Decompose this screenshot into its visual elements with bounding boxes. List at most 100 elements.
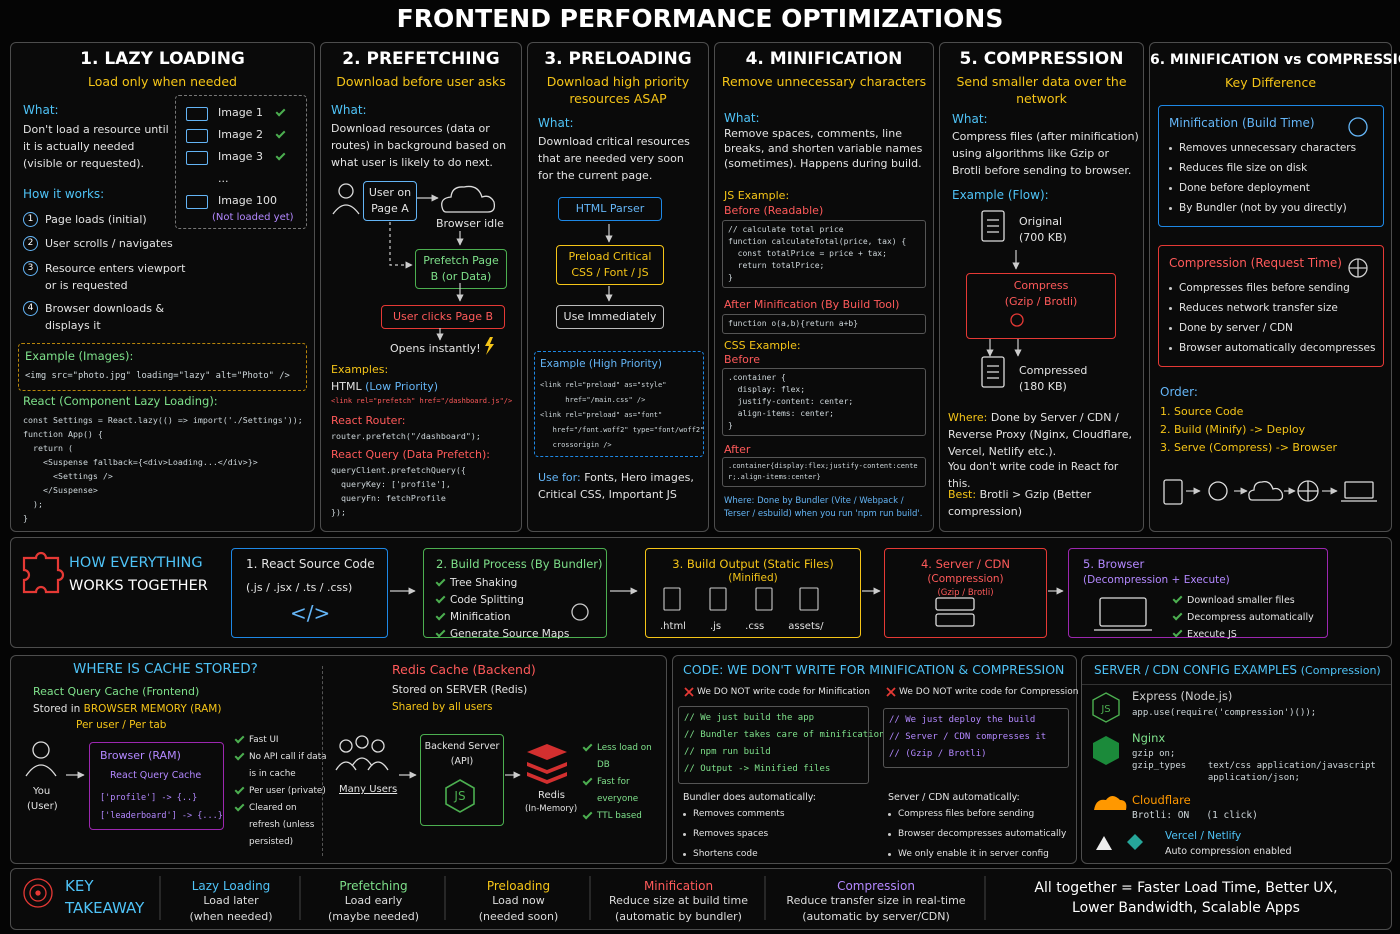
cyan-text: TAKEAWAY xyxy=(65,899,145,917)
green-text: Example (Images): xyxy=(25,349,134,363)
ti: Minification Reduce size at build time (au… xyxy=(591,879,766,925)
num-text: 2 xyxy=(23,236,38,251)
cache-key-text: ['profile'] -> {..} xyxy=(100,793,198,803)
list-item-text: Compress files before sending xyxy=(886,804,1066,824)
lbl-text: What: xyxy=(331,103,367,117)
check-item-text: TTL based xyxy=(581,808,661,825)
green-text: React Query Cache (Frontend) xyxy=(33,685,200,698)
order-item-text: 1. Source Code xyxy=(1160,405,1244,418)
text: (Compression) xyxy=(1300,664,1381,677)
code-line-text: <Suspense fallback={<div>Loading...</div… xyxy=(23,457,258,467)
code-line-text: ); xyxy=(23,499,43,509)
code-line-text: href="/main.css" /> xyxy=(540,396,646,404)
code-line-text: const Settings = React.lazy(() => import… xyxy=(23,415,303,425)
code-line-text: // Output -> Minified files xyxy=(684,764,831,774)
minification-box: Minification (Build Time) Removes unnece… xyxy=(1158,105,1384,227)
sub-text: Download before user asks xyxy=(336,74,506,89)
text: 1. LAZY LOADING xyxy=(80,49,245,69)
list: Fast UI No API call if data is in cache Pe… xyxy=(233,732,328,851)
list: .html .js .css assets/ xyxy=(660,621,847,632)
list: ['profile'] -> {..} ['leaderboard'] -> {.… xyxy=(100,789,223,825)
red-text: Before xyxy=(724,353,760,366)
yel-text: 3. Build Output (Static Files) xyxy=(672,557,834,571)
step: 1 Page loads (initial) xyxy=(23,211,195,228)
image-item-text: Image 3 xyxy=(184,146,277,168)
check-item-text: Tree Shaking xyxy=(434,575,569,592)
frame-text: User on Page A xyxy=(363,181,417,221)
text: Load now xyxy=(492,894,545,907)
text: 4. MINIFICATION xyxy=(745,49,903,69)
list: const Settings = React.lazy(() => import… xyxy=(23,413,303,525)
list-item-text: Removes comments xyxy=(681,804,806,824)
pur-text: 5. Browser xyxy=(1083,557,1145,571)
ti: Lazy Loading Load later (when needed) xyxy=(161,879,301,925)
text: You xyxy=(33,786,51,797)
backend-box: Backend Server (API) xyxy=(420,734,504,826)
stage-server: 4. Server / CDN (Compression) (Gzip / Br… xyxy=(884,548,1047,638)
yel-text: Preloading xyxy=(486,879,551,893)
check-item-text: Cleared on refresh (unless persisted) xyxy=(233,800,328,851)
code-line-text: return ( xyxy=(23,443,73,453)
text: Express (Node.js) xyxy=(1132,689,1233,703)
code-line-text: justify-content: center; xyxy=(728,397,854,406)
list: // calculate total price function calcula… xyxy=(722,220,926,288)
text: (automatic by bundler) xyxy=(615,910,742,923)
text: Done by Bundler (Vite / Webpack / Terser… xyxy=(724,496,923,519)
blue-text: (Low Priority) xyxy=(365,380,439,393)
yel-text: Per user / Per tab xyxy=(76,719,167,731)
lbl-text: Example (Flow): xyxy=(952,188,1049,202)
ti: Compression Reduce transfer size in real-… xyxy=(766,879,986,925)
step: 4 Browser downloads & displays it xyxy=(23,300,195,334)
code-line-text: function App() { xyxy=(23,429,103,439)
code-line-text: // (Gzip / Brotli) xyxy=(889,749,987,759)
list-item-text: Done by server / CDN xyxy=(1167,318,1375,338)
cache-key-text: ['leaderboard'] -> {...} xyxy=(100,811,223,821)
text: Original xyxy=(1019,215,1063,228)
text: 5. COMPRESSION xyxy=(959,49,1124,69)
panel-compress: 5. COMPRESSION Send smaller data over th… xyxy=(939,42,1144,532)
red-text: Compression (Request Time) xyxy=(1169,256,1342,270)
text: Fonts, Hero images, Critical CSS, Import… xyxy=(538,471,694,501)
frame-text: HTML Parser xyxy=(558,197,662,221)
text: Load early xyxy=(344,894,403,907)
text: Many Users xyxy=(339,784,398,795)
red-text: After xyxy=(724,443,751,456)
label: Where: xyxy=(724,496,755,506)
text: We DO NOT write code for Compression xyxy=(899,687,1079,697)
panel-cache: WHERE IS CACHE STORED? React Query Cache… xyxy=(10,655,667,864)
text: Stored in xyxy=(33,703,81,715)
text: Compressed xyxy=(1019,364,1088,377)
code-line-text: <link rel="preload" as="style" xyxy=(540,381,667,389)
cyan-text: WHERE IS CACHE STORED? xyxy=(73,661,258,677)
code-line-text: display: flex; xyxy=(728,385,806,394)
code-line-text: } xyxy=(728,273,733,282)
blue-text: </> xyxy=(290,601,331,625)
num-text: 4 xyxy=(23,301,38,316)
text: Stored on SERVER (Redis) xyxy=(392,684,528,696)
browser-ram-box: Browser (RAM) React Query Cache ['profil… xyxy=(89,742,224,830)
code-text: router.prefetch("/dashboard"); xyxy=(331,431,481,441)
yel-text: JS Example: xyxy=(724,189,790,202)
text: Download resources (data or routes) in b… xyxy=(331,122,507,169)
list: Download smaller files Decompress automat… xyxy=(1171,592,1314,643)
image-item-text: Image 2 xyxy=(184,124,277,146)
code-line-text: queryFn: fetchProfile xyxy=(331,493,446,503)
example-box: Example (High Priority) <link rel="prelo… xyxy=(534,351,704,457)
image-list-box: Image 1 Image 2 Image 3... Image 100 (Not l… xyxy=(175,95,307,229)
check-item-text: Decompress automatically xyxy=(1171,609,1314,626)
code-line-text: queryKey: ['profile'], xyxy=(331,479,451,489)
text: 2. PREFETCHING xyxy=(342,49,500,69)
red-text: Compress xyxy=(1013,279,1069,292)
pipeline-band: HOW EVERYTHING WORKS TOGETHER 1. React S… xyxy=(10,537,1392,648)
red-text: (Gzip / Brotli) xyxy=(1004,295,1078,308)
yel-text: Best: xyxy=(948,488,977,501)
file-name-text: .css xyxy=(745,621,765,632)
yel-text: Where: xyxy=(948,411,988,424)
check-item-text: Fast UI xyxy=(233,732,328,749)
check-item-text: Download smaller files xyxy=(1171,592,1314,609)
frame-text: User clicks Page B xyxy=(381,305,505,329)
text: 3. PRELOADING xyxy=(544,49,692,69)
code-line-text: application/json; xyxy=(1132,773,1300,783)
div: Use for: Fonts, Hero images, Critical CS… xyxy=(538,469,698,503)
text: (API) xyxy=(450,756,474,767)
